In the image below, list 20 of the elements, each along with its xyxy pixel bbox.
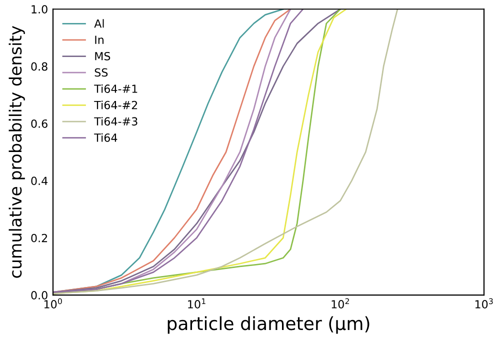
y-axis-title: cumulative probability density [8, 26, 25, 278]
x-tick-label: 10$^{3}$ [475, 298, 493, 308]
y-tick-label: 0.0 [31, 291, 48, 300]
legend-label: MS [95, 52, 110, 60]
legend-label: In [95, 36, 104, 44]
legend-label: Al [94, 19, 104, 28]
x-tick-label: 10$^{2}$ [332, 298, 349, 308]
y-tick-label: 0.4 [31, 176, 48, 186]
x-tick-label: 10$^{0}$ [44, 298, 62, 308]
legend-label: Ti64-#2 [94, 100, 138, 110]
legend-label: Ti64 [94, 133, 118, 142]
y-tick-label: 0.6 [31, 119, 48, 128]
legend-label: SS [94, 68, 108, 77]
x-axis-title: particle diameter (μm) [168, 316, 370, 334]
legend-label: Ti64-#1 [94, 84, 138, 93]
x-tick-label: 10$^{1}$ [188, 298, 206, 308]
y-tick-label: 0.2 [31, 234, 48, 242]
legend-label: Ti64-#3 [94, 116, 138, 126]
y-tick-label: 0.8 [31, 62, 48, 71]
y-tick-label: 1.0 [32, 5, 48, 14]
